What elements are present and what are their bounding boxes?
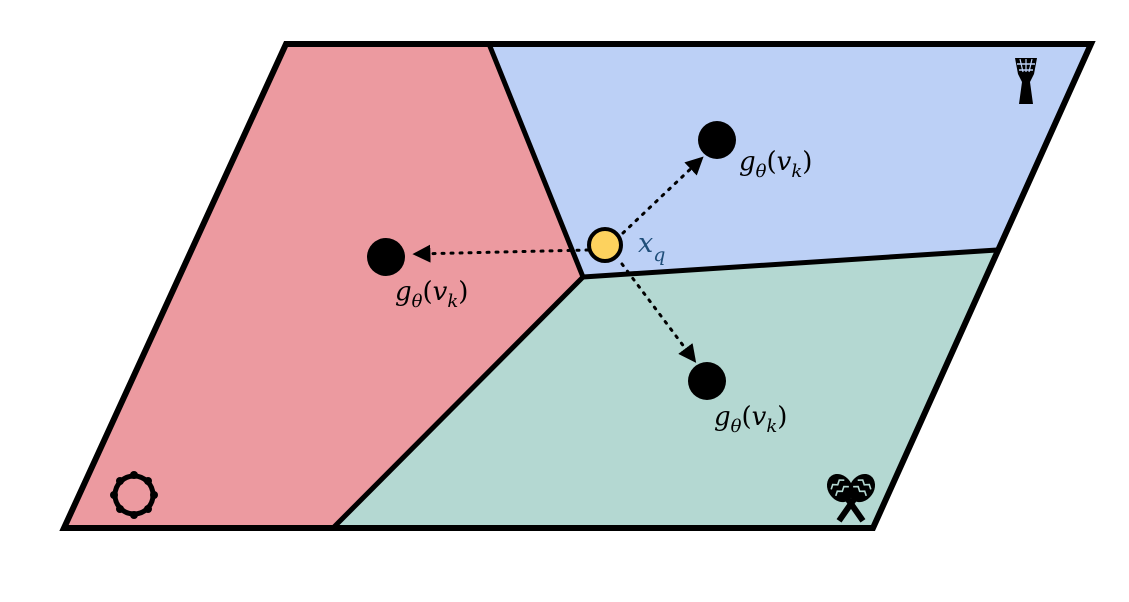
- maracas-icon: [826, 473, 876, 523]
- domain-border: [59, 41, 1096, 531]
- divider-red-green: [331, 275, 585, 530]
- prototype-label-blue: gθ(vk): [739, 147, 812, 182]
- arrow-to-green-prototype: [620, 262, 697, 363]
- prototype-dot-blue: [698, 121, 736, 159]
- prototype-dot-red: [367, 238, 405, 276]
- blue-region: [489, 44, 1091, 277]
- divider-red-blue: [486, 43, 586, 278]
- query-point: [587, 227, 623, 263]
- divider-blue-green: [582, 247, 998, 280]
- djembe-drum-icon: [1015, 58, 1037, 104]
- arrow-to-red-prototype: [412, 244, 590, 263]
- tambourine-icon: [110, 471, 158, 519]
- prototype-label-red: gθ(vk): [395, 277, 468, 312]
- prototype-dot-green: [688, 362, 726, 400]
- query-label: xq: [638, 228, 665, 266]
- arrow-to-blue-prototype: [621, 156, 704, 235]
- prototype-label-green: gθ(vk): [714, 402, 787, 437]
- green-region: [333, 250, 997, 528]
